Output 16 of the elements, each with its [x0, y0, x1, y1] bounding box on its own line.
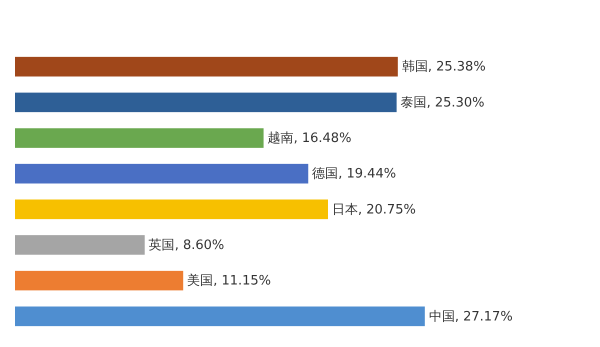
bar — [15, 200, 328, 220]
data-label: 德国, 19.44% — [312, 166, 396, 182]
bar — [15, 92, 397, 112]
data-label: 中国, 27.17% — [428, 309, 513, 324]
data-label: 韩国, 25.38% — [402, 60, 486, 75]
data-label: 日本, 20.75% — [332, 202, 416, 218]
data-label: 越南, 16.48% — [268, 131, 352, 146]
bar — [15, 270, 184, 290]
bar — [15, 128, 264, 148]
data-label: 泰国, 25.30% — [400, 95, 484, 110]
data-label: 美国, 11.15% — [187, 272, 272, 289]
bar — [15, 306, 425, 326]
bar — [15, 56, 398, 77]
bar — [15, 235, 145, 255]
bar — [15, 164, 308, 184]
data-label: 英国, 8.60% — [148, 238, 224, 253]
